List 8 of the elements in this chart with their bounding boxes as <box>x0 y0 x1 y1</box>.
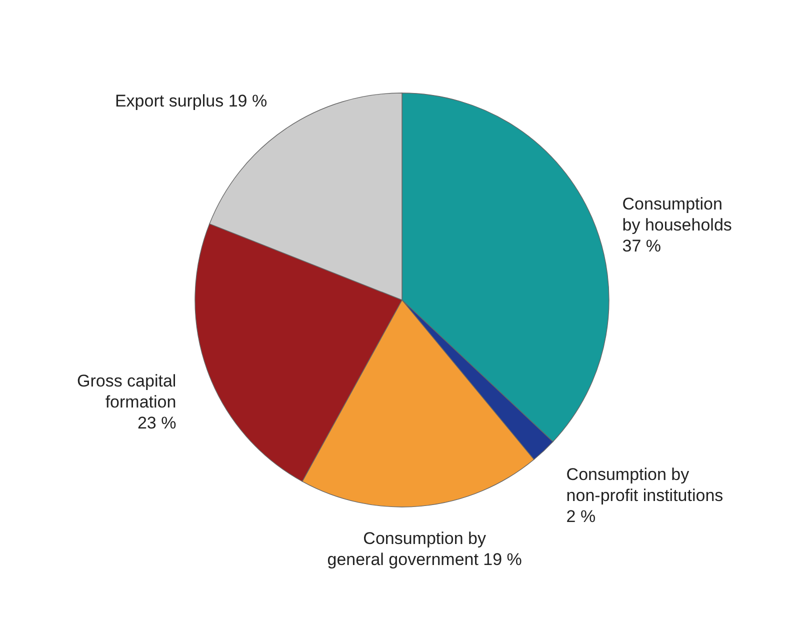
slice-label: Consumption by households <box>622 194 732 235</box>
slice-label: Gross capital formation <box>76 371 176 412</box>
data-label: 37 % <box>622 236 662 256</box>
slice-label: Consumption by non-profit institutions <box>566 464 724 505</box>
data-label: 2 % <box>566 506 596 526</box>
slice-label: Export surplus 19 % <box>114 92 268 110</box>
slice-label: Consumption by general government 19 % <box>327 528 522 569</box>
data-label: 23 % <box>137 413 176 432</box>
